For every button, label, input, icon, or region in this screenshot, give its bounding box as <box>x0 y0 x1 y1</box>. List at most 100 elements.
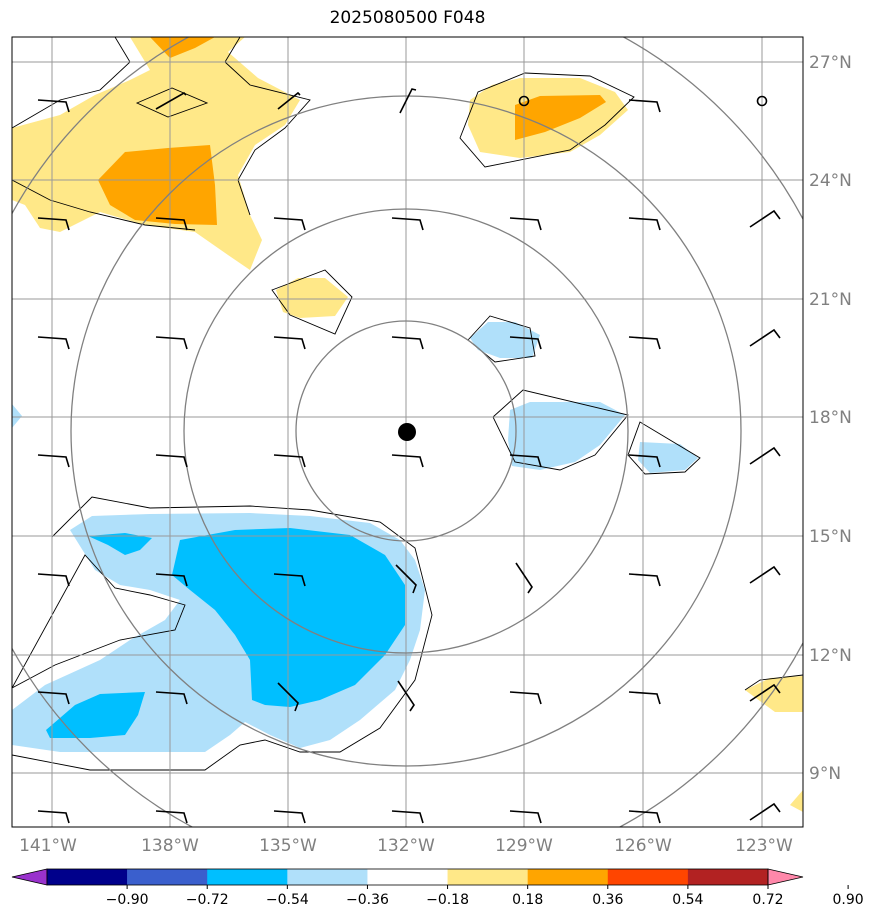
wind-barb <box>155 92 187 110</box>
calm-marker-1 <box>518 95 530 107</box>
colorbar-swatch <box>207 869 288 885</box>
wind-barb <box>509 454 542 468</box>
wind-barb <box>391 217 424 231</box>
contour-positive-central <box>271 269 353 335</box>
colorbar-tick-label: 0.72 <box>752 892 783 908</box>
wind-barb <box>37 810 70 824</box>
wind-barbs <box>37 88 781 824</box>
wind-barb <box>628 691 661 705</box>
wind-barb <box>277 682 299 712</box>
wind-barb <box>273 336 306 350</box>
map-plot-area <box>12 37 803 827</box>
contour-negative-main <box>12 496 433 771</box>
colorbar-swatch <box>607 869 689 885</box>
contour-negative-ne-1 <box>467 315 536 363</box>
wind-barb <box>155 217 188 231</box>
contour-diamond-nw <box>135 87 209 118</box>
pos-mid-fill-ne <box>515 95 606 140</box>
wind-barb <box>397 680 415 712</box>
colorbar-swatch <box>447 869 528 885</box>
wind-barb <box>37 336 70 350</box>
contour-negative-inner <box>12 554 186 689</box>
wind-barb <box>628 573 661 587</box>
wind-barb <box>628 810 661 824</box>
map-frame <box>11 36 804 828</box>
neg-light-fill-ne-3 <box>638 442 698 473</box>
lat-label-21n: 21°N <box>809 290 852 310</box>
lat-label-15n: 15°N <box>809 527 852 547</box>
wind-barb <box>155 810 188 824</box>
latitude-labels: 27°N 24°N 21°N 18°N 15°N 12°N 9°N <box>809 53 852 784</box>
colorbar-extend-high <box>767 868 804 886</box>
wind-barb <box>391 336 424 350</box>
storm-center-marker <box>398 423 416 441</box>
lon-label-141w: 141°W <box>19 836 77 856</box>
wind-barb <box>509 691 542 705</box>
wind-barb <box>399 88 417 114</box>
lon-label-135w: 135°W <box>259 836 317 856</box>
wind-barb <box>628 217 661 231</box>
wind-barb <box>391 810 424 824</box>
lat-label-18n: 18°N <box>809 408 852 428</box>
colorbar: −0.90 −0.72 −0.54 −0.36 −0.18 0.18 0.36 0.54 0.7… <box>11 868 864 908</box>
negative-anomaly-areas <box>12 322 698 752</box>
lon-label-126w: 126°W <box>614 836 672 856</box>
positive-anomaly-areas <box>12 37 803 812</box>
wind-barb <box>37 217 70 231</box>
wind-barb <box>395 564 417 594</box>
wind-barb <box>37 454 70 468</box>
wind-barb <box>277 91 301 110</box>
lon-label-129w: 129°W <box>495 836 553 856</box>
wind-barb <box>628 99 661 113</box>
wind-barb <box>37 691 70 705</box>
neg-mid-fill-small-1 <box>88 533 152 555</box>
longitude-labels: 141°W 138°W 135°W 132°W 129°W 126°W 123°… <box>19 836 793 856</box>
colorbar-swatch <box>687 869 769 885</box>
colorbar-tick-label: −0.54 <box>266 892 309 908</box>
contour-positive-nw-3 <box>12 179 196 231</box>
figure-title: 2025080500 F048 <box>329 8 486 28</box>
wind-barb <box>155 454 188 468</box>
pos-light-fill-central <box>276 278 348 318</box>
colorbar-swatch <box>47 869 128 885</box>
lat-label-9n: 9°N <box>809 764 841 784</box>
wind-barb <box>628 336 661 350</box>
wind-barb <box>37 573 70 587</box>
wind-barb <box>515 562 533 594</box>
wind-barb <box>37 99 70 113</box>
wind-barb <box>628 454 661 468</box>
wind-barb <box>273 454 306 468</box>
neg-light-fill-ne-1 <box>470 322 540 358</box>
colorbar-tick-label: −0.36 <box>346 892 389 908</box>
neg-light-fill-west-edge <box>12 404 22 428</box>
colorbar-tick-label: 0.18 <box>512 892 543 908</box>
colorbar-swatch <box>287 869 368 885</box>
lon-label-132w: 132°W <box>377 836 435 856</box>
calm-marker-2 <box>756 95 768 107</box>
lon-label-123w: 123°W <box>735 836 793 856</box>
contour-positive-ne <box>459 72 635 168</box>
colorbar-extend-low <box>11 868 48 886</box>
range-ring-1 <box>295 320 517 542</box>
wind-barb <box>749 209 781 228</box>
contour-negative-ne-3 <box>627 421 701 475</box>
wind-barb <box>155 336 188 350</box>
colorbar-swatch <box>367 869 448 885</box>
colorbar-tick-label: 0.54 <box>672 892 703 908</box>
colorbar-outline <box>46 868 769 886</box>
contour-positive-se <box>744 674 803 691</box>
wind-barb <box>509 810 542 824</box>
range-rings <box>12 37 803 827</box>
pos-light-fill-se <box>745 676 803 712</box>
colorbar-tick-label: 0.90 <box>833 892 864 908</box>
colorbar-tick-label: −0.72 <box>186 892 229 908</box>
lon-label-138w: 138°W <box>141 836 199 856</box>
wind-barb <box>509 217 542 231</box>
colorbar-swatch <box>127 869 208 885</box>
wind-barb <box>273 810 306 824</box>
colorbar-swatch <box>527 869 609 885</box>
contour-positive-nw <box>12 37 131 129</box>
anomaly-contours <box>12 37 803 771</box>
